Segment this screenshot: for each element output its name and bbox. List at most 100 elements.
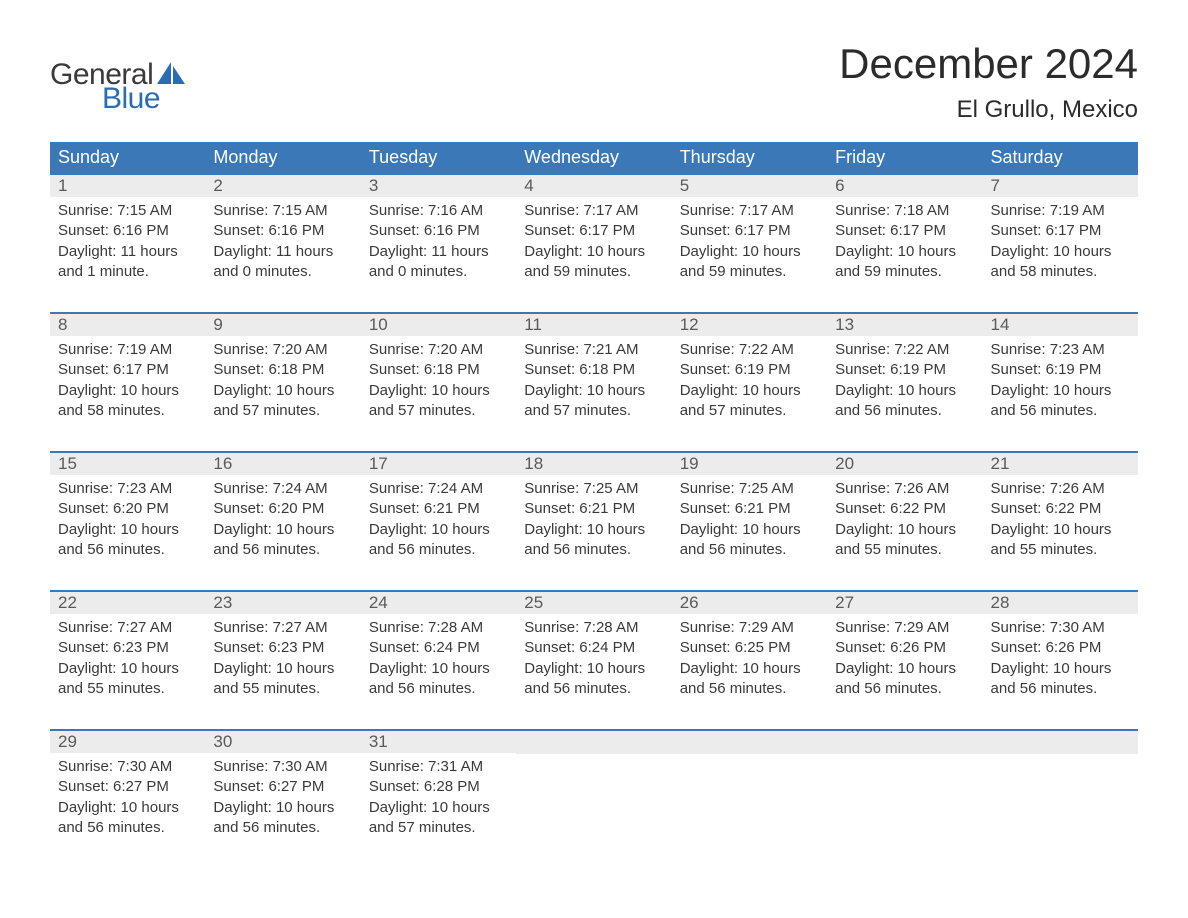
daylight-line-1: Daylight: 10 hours xyxy=(680,381,819,401)
weekday-header: Monday xyxy=(205,142,360,174)
daylight-line-2: and 59 minutes. xyxy=(680,262,819,282)
calendar-day-cell: 21Sunrise: 7:26 AMSunset: 6:22 PMDayligh… xyxy=(983,452,1138,591)
calendar-day-cell: 31Sunrise: 7:31 AMSunset: 6:28 PMDayligh… xyxy=(361,730,516,868)
sunset-line: Sunset: 6:23 PM xyxy=(58,638,197,658)
sunrise-line: Sunrise: 7:20 AM xyxy=(213,340,352,360)
sunset-line: Sunset: 6:16 PM xyxy=(369,221,508,241)
sunset-line: Sunset: 6:17 PM xyxy=(680,221,819,241)
daylight-line-1: Daylight: 10 hours xyxy=(369,520,508,540)
day-detail: Sunrise: 7:17 AMSunset: 6:17 PMDaylight:… xyxy=(672,197,827,312)
sunrise-line: Sunrise: 7:15 AM xyxy=(58,201,197,221)
sunrise-line: Sunrise: 7:29 AM xyxy=(835,618,974,638)
day-number: 31 xyxy=(361,731,516,753)
daylight-line-1: Daylight: 10 hours xyxy=(991,242,1130,262)
daylight-line-1: Daylight: 10 hours xyxy=(680,242,819,262)
calendar-day-cell: 8Sunrise: 7:19 AMSunset: 6:17 PMDaylight… xyxy=(50,313,205,452)
daylight-line-1: Daylight: 11 hours xyxy=(213,242,352,262)
sunrise-line: Sunrise: 7:26 AM xyxy=(991,479,1130,499)
daylight-line-2: and 57 minutes. xyxy=(369,818,508,838)
sunset-line: Sunset: 6:17 PM xyxy=(991,221,1130,241)
day-number: 8 xyxy=(50,314,205,336)
day-number: 24 xyxy=(361,592,516,614)
daylight-line-1: Daylight: 10 hours xyxy=(58,659,197,679)
daylight-line-1: Daylight: 10 hours xyxy=(213,381,352,401)
day-detail: Sunrise: 7:17 AMSunset: 6:17 PMDaylight:… xyxy=(516,197,671,312)
day-detail: Sunrise: 7:22 AMSunset: 6:19 PMDaylight:… xyxy=(672,336,827,451)
calendar-day-cell: 30Sunrise: 7:30 AMSunset: 6:27 PMDayligh… xyxy=(205,730,360,868)
daylight-line-1: Daylight: 10 hours xyxy=(524,242,663,262)
day-number: 5 xyxy=(672,175,827,197)
daylight-line-2: and 58 minutes. xyxy=(991,262,1130,282)
daylight-line-1: Daylight: 11 hours xyxy=(369,242,508,262)
calendar-day-cell: 15Sunrise: 7:23 AMSunset: 6:20 PMDayligh… xyxy=(50,452,205,591)
daylight-line-1: Daylight: 10 hours xyxy=(680,520,819,540)
calendar-week-row: 1Sunrise: 7:15 AMSunset: 6:16 PMDaylight… xyxy=(50,174,1138,313)
calendar-day-cell: 9Sunrise: 7:20 AMSunset: 6:18 PMDaylight… xyxy=(205,313,360,452)
day-detail: Sunrise: 7:16 AMSunset: 6:16 PMDaylight:… xyxy=(361,197,516,312)
sunrise-line: Sunrise: 7:30 AM xyxy=(58,757,197,777)
sunset-line: Sunset: 6:21 PM xyxy=(524,499,663,519)
calendar-week-row: 15Sunrise: 7:23 AMSunset: 6:20 PMDayligh… xyxy=(50,452,1138,591)
sunrise-line: Sunrise: 7:24 AM xyxy=(213,479,352,499)
calendar-day-cell xyxy=(827,730,982,868)
day-detail: Sunrise: 7:15 AMSunset: 6:16 PMDaylight:… xyxy=(205,197,360,312)
calendar-day-cell: 14Sunrise: 7:23 AMSunset: 6:19 PMDayligh… xyxy=(983,313,1138,452)
calendar-day-cell: 2Sunrise: 7:15 AMSunset: 6:16 PMDaylight… xyxy=(205,174,360,313)
day-detail: Sunrise: 7:30 AMSunset: 6:26 PMDaylight:… xyxy=(983,614,1138,729)
sunset-line: Sunset: 6:20 PM xyxy=(58,499,197,519)
day-detail: Sunrise: 7:24 AMSunset: 6:21 PMDaylight:… xyxy=(361,475,516,590)
sunset-line: Sunset: 6:18 PM xyxy=(524,360,663,380)
sunset-line: Sunset: 6:16 PM xyxy=(58,221,197,241)
sunset-line: Sunset: 6:27 PM xyxy=(58,777,197,797)
calendar-day-cell xyxy=(983,730,1138,868)
day-number: 1 xyxy=(50,175,205,197)
daylight-line-1: Daylight: 10 hours xyxy=(835,381,974,401)
day-number: 17 xyxy=(361,453,516,475)
day-number: 13 xyxy=(827,314,982,336)
daylight-line-2: and 55 minutes. xyxy=(991,540,1130,560)
daylight-line-2: and 56 minutes. xyxy=(991,401,1130,421)
daylight-line-1: Daylight: 10 hours xyxy=(835,659,974,679)
brand-logo: General Blue xyxy=(50,40,185,116)
daylight-line-1: Daylight: 10 hours xyxy=(835,242,974,262)
sunset-line: Sunset: 6:18 PM xyxy=(213,360,352,380)
calendar-day-cell: 18Sunrise: 7:25 AMSunset: 6:21 PMDayligh… xyxy=(516,452,671,591)
sunrise-line: Sunrise: 7:28 AM xyxy=(524,618,663,638)
daylight-line-1: Daylight: 10 hours xyxy=(58,798,197,818)
day-number: 16 xyxy=(205,453,360,475)
daylight-line-1: Daylight: 10 hours xyxy=(369,798,508,818)
calendar-day-cell: 22Sunrise: 7:27 AMSunset: 6:23 PMDayligh… xyxy=(50,591,205,730)
daylight-line-2: and 56 minutes. xyxy=(58,818,197,838)
calendar-day-cell: 16Sunrise: 7:24 AMSunset: 6:20 PMDayligh… xyxy=(205,452,360,591)
calendar-day-cell: 7Sunrise: 7:19 AMSunset: 6:17 PMDaylight… xyxy=(983,174,1138,313)
day-detail: Sunrise: 7:27 AMSunset: 6:23 PMDaylight:… xyxy=(50,614,205,729)
daylight-line-1: Daylight: 11 hours xyxy=(58,242,197,262)
calendar-day-cell xyxy=(672,730,827,868)
day-number: 25 xyxy=(516,592,671,614)
sunset-line: Sunset: 6:28 PM xyxy=(369,777,508,797)
sunrise-line: Sunrise: 7:16 AM xyxy=(369,201,508,221)
sunset-line: Sunset: 6:18 PM xyxy=(369,360,508,380)
day-detail: Sunrise: 7:31 AMSunset: 6:28 PMDaylight:… xyxy=(361,753,516,868)
sunset-line: Sunset: 6:17 PM xyxy=(835,221,974,241)
daylight-line-2: and 55 minutes. xyxy=(58,679,197,699)
calendar-day-cell: 27Sunrise: 7:29 AMSunset: 6:26 PMDayligh… xyxy=(827,591,982,730)
day-detail: Sunrise: 7:24 AMSunset: 6:20 PMDaylight:… xyxy=(205,475,360,590)
sunset-line: Sunset: 6:24 PM xyxy=(369,638,508,658)
daylight-line-1: Daylight: 10 hours xyxy=(369,659,508,679)
day-detail: Sunrise: 7:25 AMSunset: 6:21 PMDaylight:… xyxy=(516,475,671,590)
daylight-line-2: and 55 minutes. xyxy=(835,540,974,560)
daylight-line-1: Daylight: 10 hours xyxy=(213,520,352,540)
sunset-line: Sunset: 6:26 PM xyxy=(991,638,1130,658)
sunrise-line: Sunrise: 7:19 AM xyxy=(58,340,197,360)
sunrise-line: Sunrise: 7:27 AM xyxy=(213,618,352,638)
sunset-line: Sunset: 6:17 PM xyxy=(524,221,663,241)
daylight-line-1: Daylight: 10 hours xyxy=(524,659,663,679)
calendar-day-cell xyxy=(516,730,671,868)
day-number: 3 xyxy=(361,175,516,197)
sunrise-line: Sunrise: 7:27 AM xyxy=(58,618,197,638)
day-detail: Sunrise: 7:26 AMSunset: 6:22 PMDaylight:… xyxy=(827,475,982,590)
daylight-line-1: Daylight: 10 hours xyxy=(213,798,352,818)
day-detail: Sunrise: 7:30 AMSunset: 6:27 PMDaylight:… xyxy=(50,753,205,868)
empty-day-number xyxy=(827,731,982,754)
